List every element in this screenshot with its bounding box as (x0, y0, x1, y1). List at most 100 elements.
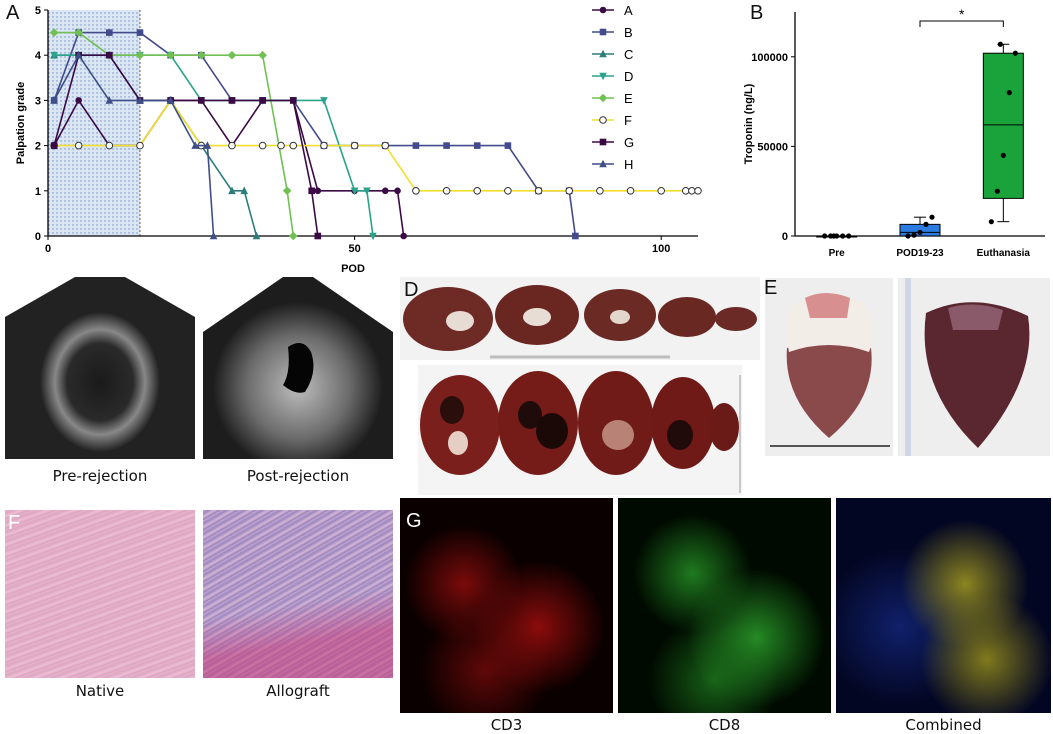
panel-f: F Native Allograft (0, 500, 400, 734)
panel-label-b: B (750, 2, 764, 24)
panel-label-g: G (406, 510, 422, 532)
legend-entry: G (592, 135, 634, 150)
data-point (74, 50, 83, 59)
legend-marker (599, 159, 607, 168)
data-point (105, 96, 114, 104)
legend-marker (599, 28, 607, 36)
panel-label-c: C (8, 279, 23, 301)
y-tick-label: 3 (35, 95, 41, 107)
data-point (442, 187, 451, 195)
data-point (227, 50, 237, 60)
data-point (74, 28, 83, 37)
data-point (258, 141, 267, 150)
series-H (50, 50, 218, 240)
data-point (911, 232, 917, 238)
x-tick-label: POD19-23 (896, 248, 944, 259)
box-Euthanasia (982, 41, 1024, 225)
data-point (831, 233, 837, 239)
legend-marker (598, 93, 608, 103)
y-tick-label: 0 (782, 231, 788, 243)
data-point (923, 221, 929, 227)
data-point (50, 51, 58, 60)
data-point (846, 233, 852, 239)
y-axis-label: Troponin (ng/L) (743, 83, 755, 164)
immunofluorescence-combined-image (836, 498, 1051, 713)
heart-slices-rejected-image (418, 365, 742, 495)
panel-label-e: E (764, 277, 778, 299)
y-tick-label: 100000 (751, 52, 788, 64)
x-axis-label: POD (341, 263, 365, 275)
data-point (49, 28, 59, 37)
data-point (198, 97, 205, 104)
caption-combined: Combined (905, 716, 982, 734)
data-point (988, 219, 994, 225)
y-tick-label: 50000 (757, 141, 788, 153)
panel-e: E (762, 275, 1053, 460)
data-point (350, 187, 359, 196)
data-point (626, 187, 635, 195)
data-point (840, 233, 846, 239)
box-Pre (816, 233, 858, 239)
data-point (1012, 50, 1018, 56)
panel-c: C Pre-rejection Post-rejection (0, 275, 400, 495)
legend-label: H (624, 157, 633, 172)
panel-b: B 0 50000 100000 Troponin (ng/L) Pre POD19-23… (740, 0, 1053, 275)
heart-slices-normal-image (400, 277, 760, 360)
x-tick-label: Pre (829, 248, 846, 259)
data-point (504, 142, 512, 149)
echo-post-rejection-image (203, 277, 393, 459)
data-point (381, 141, 390, 150)
data-point (1000, 152, 1006, 158)
data-point (277, 141, 285, 150)
data-point (994, 188, 1000, 194)
significance-label: * (959, 6, 965, 22)
x-tick-label: 0 (45, 243, 51, 255)
data-point (917, 229, 923, 236)
data-point (572, 232, 579, 240)
significance-bracket (919, 20, 1004, 27)
data-point (657, 187, 666, 195)
data-point (106, 29, 113, 36)
caption-cd3: CD3 (490, 716, 523, 734)
histology-native-image (5, 510, 195, 678)
panel-label-d: D (404, 279, 419, 301)
box-POD19-23 (899, 214, 941, 239)
legend-entry: H (592, 157, 633, 172)
data-point (694, 187, 702, 195)
legend-marker (599, 72, 607, 81)
immunofluorescence-cd3-image (400, 498, 613, 713)
series-F (50, 96, 702, 195)
heart-rejected-image (898, 278, 1050, 456)
legend-entry: C (592, 47, 633, 62)
data-point (259, 97, 266, 104)
data-point (369, 232, 377, 241)
x-tick-label: Euthanasia (977, 248, 1031, 259)
x-tick-label: 100 (652, 243, 670, 255)
data-point (394, 187, 401, 195)
data-point (314, 187, 322, 195)
data-point (191, 141, 199, 149)
data-point (534, 187, 543, 195)
y-tick-label: 4 (35, 50, 42, 62)
data-point (381, 187, 389, 195)
data-point (228, 186, 236, 195)
legend-label: A (624, 3, 633, 18)
immunofluorescence-cd8-image (618, 498, 831, 713)
data-point (688, 187, 696, 195)
data-point (50, 142, 58, 149)
data-point (136, 29, 144, 36)
x-tick-label: 50 (348, 243, 360, 255)
data-point (443, 142, 450, 149)
box (982, 52, 1024, 199)
data-point (565, 187, 574, 195)
y-tick-label: 0 (35, 231, 41, 243)
data-point (1006, 90, 1012, 96)
legend-marker (599, 6, 607, 14)
caption-pre-rejection: Pre-rejection (52, 467, 148, 485)
data-point (473, 187, 482, 195)
data-point (314, 232, 322, 240)
data-point (166, 50, 175, 60)
legend-marker (599, 49, 607, 58)
data-point (400, 232, 407, 240)
